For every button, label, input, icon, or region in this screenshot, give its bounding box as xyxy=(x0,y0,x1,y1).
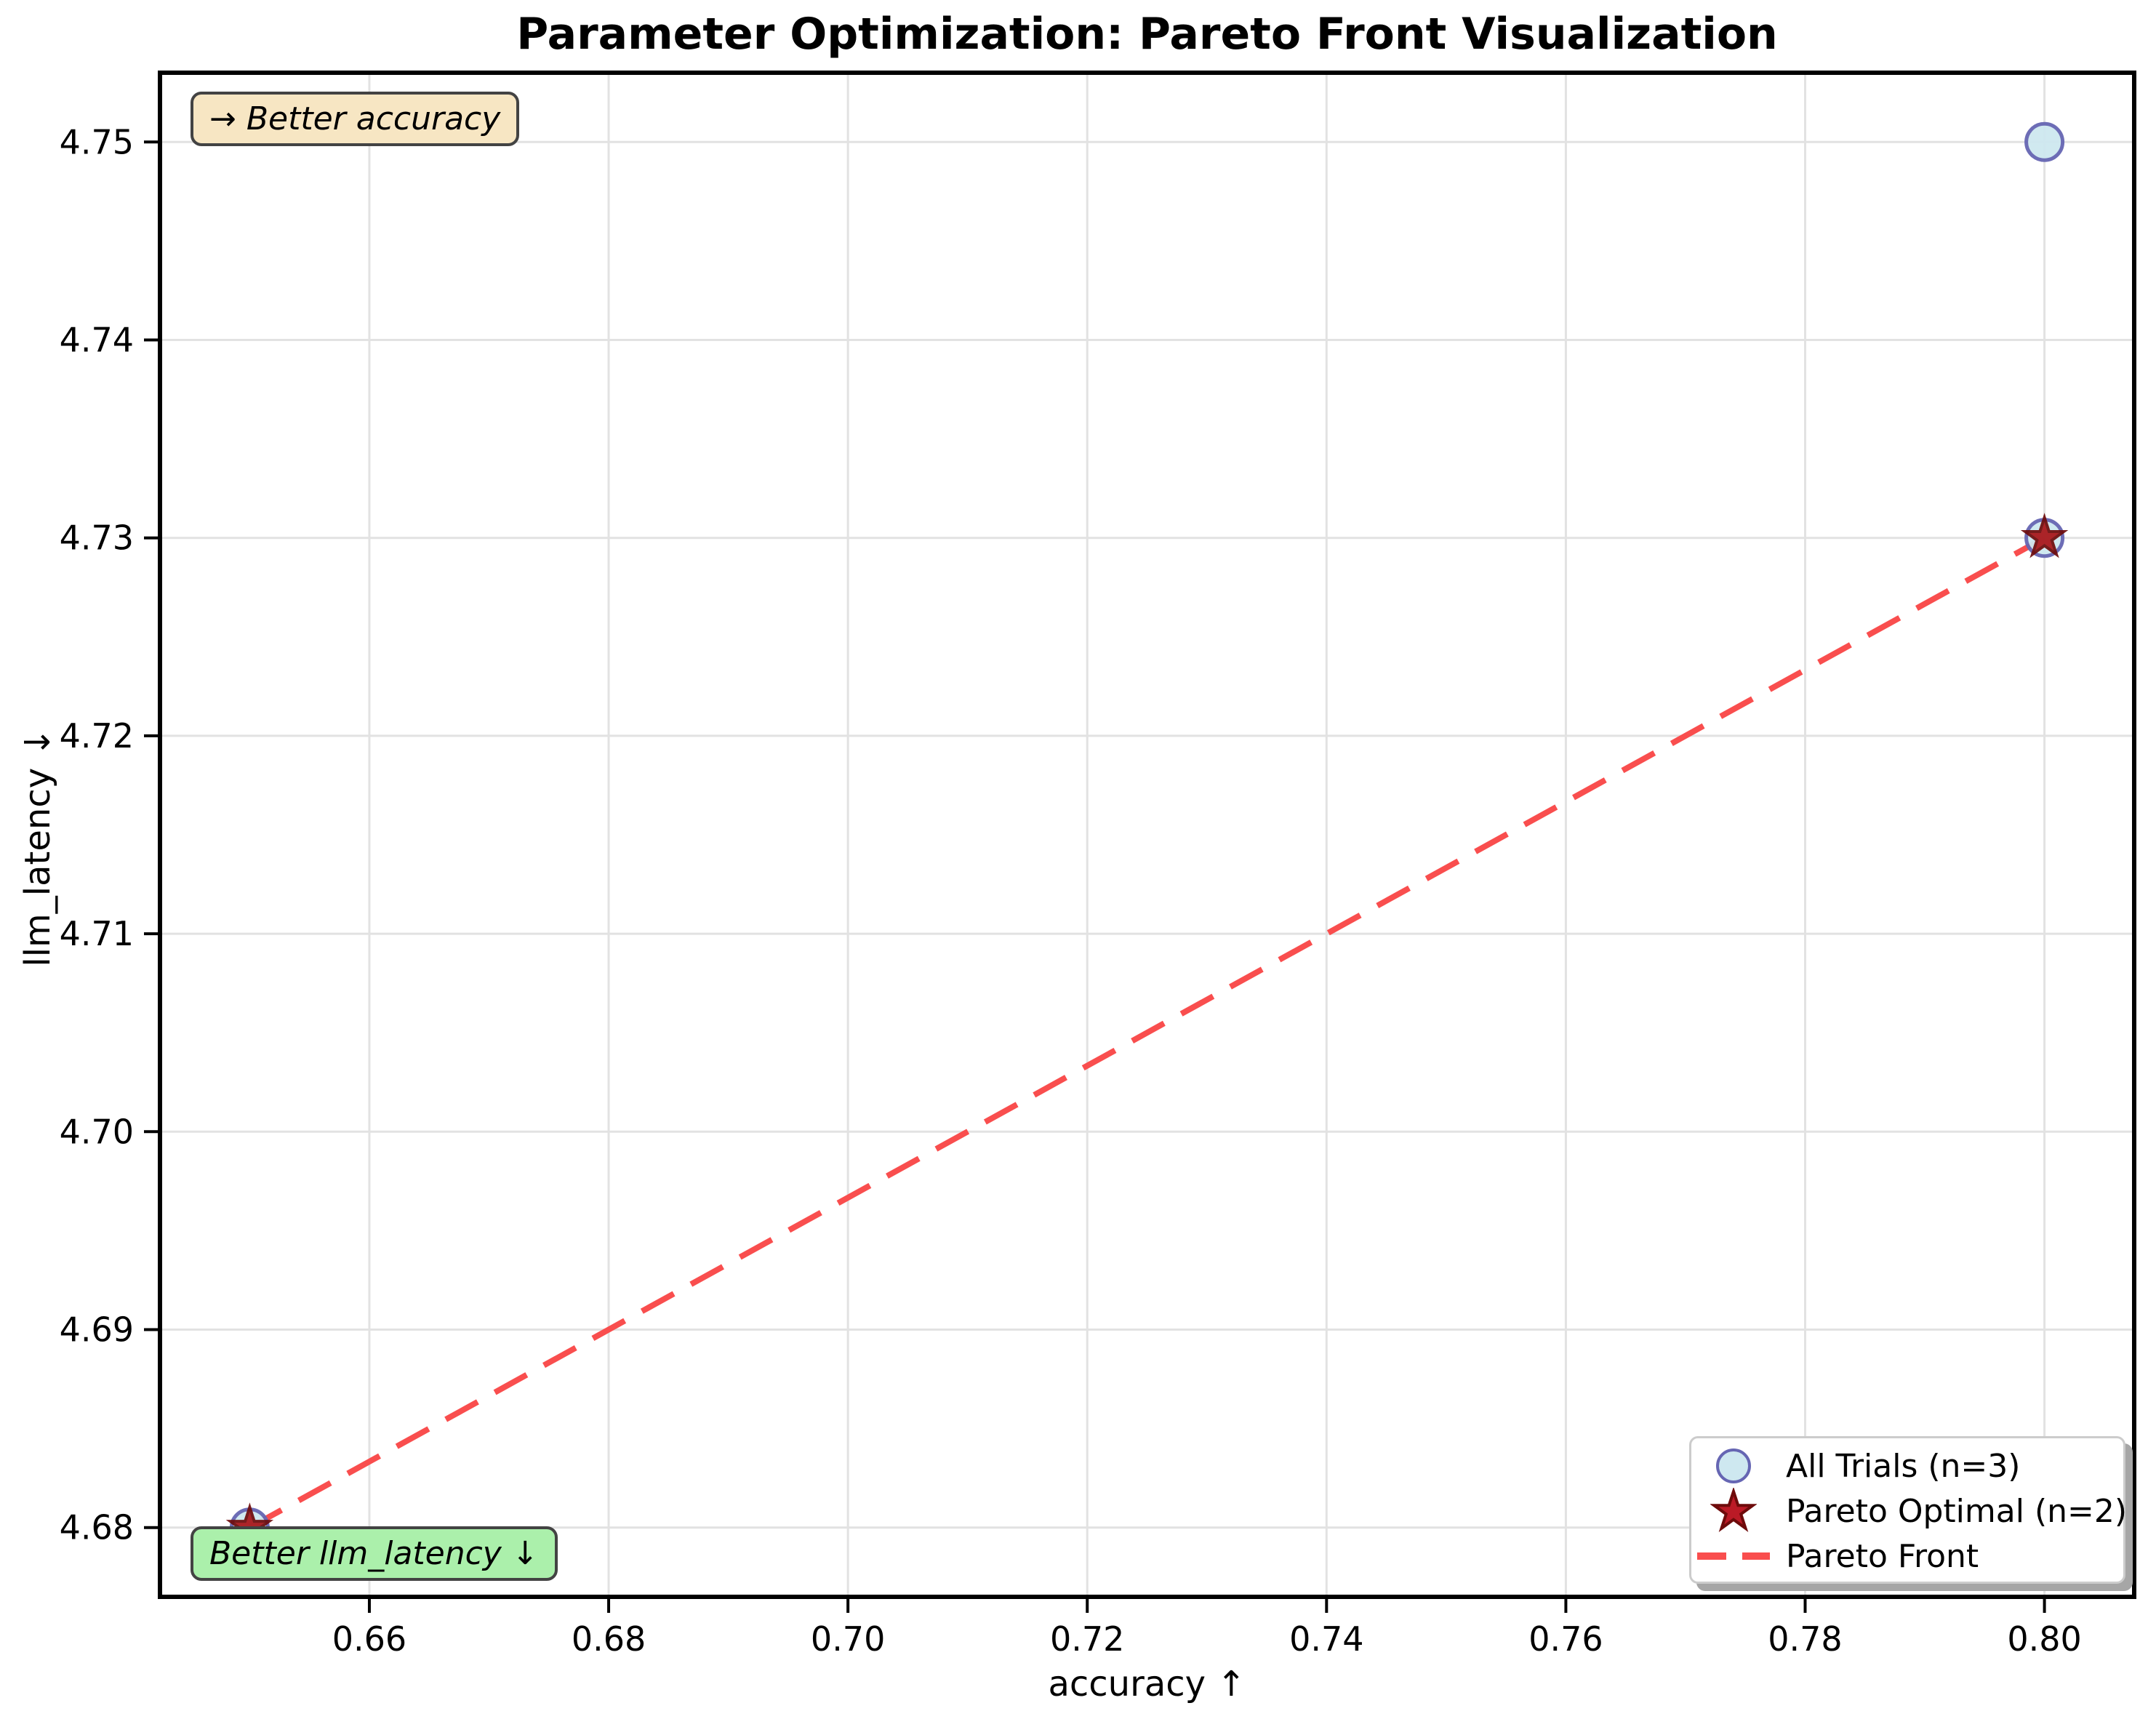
x-tick-label: 0.76 xyxy=(1528,1619,1603,1659)
y-axis-label: llm_latency ↓ xyxy=(17,727,58,967)
chart-title: Parameter Optimization: Pareto Front Vis… xyxy=(516,9,1778,60)
x-tick-label: 0.70 xyxy=(811,1619,885,1659)
pareto-optimal-star-icon xyxy=(1691,1488,1776,1534)
legend: All Trials (n=3) Pareto Optimal (n=2) Pa… xyxy=(1689,1436,2127,1584)
pareto-front-line xyxy=(248,535,2046,1531)
legend-row-pareto-front: Pareto Front xyxy=(1691,1534,2123,1579)
y-tick-label: 4.69 xyxy=(60,1310,134,1350)
y-tick-label: 4.74 xyxy=(60,320,134,359)
legend-label-pareto-optimal: Pareto Optimal (n=2) xyxy=(1786,1492,2128,1530)
x-tick-label: 0.78 xyxy=(1768,1619,1842,1659)
legend-label-pareto-front: Pareto Front xyxy=(1786,1537,1979,1575)
pareto-front-dash-icon xyxy=(1691,1552,1776,1560)
y-tick-label: 4.75 xyxy=(60,122,134,161)
better-accuracy-annotation: → Better accuracy xyxy=(191,92,520,146)
legend-row-all-trials: All Trials (n=3) xyxy=(1691,1443,2123,1488)
x-tick-label: 0.80 xyxy=(2007,1619,2081,1659)
x-axis-label: accuracy ↑ xyxy=(1048,1664,1246,1704)
legend-label-all-trials: All Trials (n=3) xyxy=(1786,1447,2021,1485)
better-latency-annotation: Better llm_latency ↓ xyxy=(191,1526,558,1581)
y-tick-label: 4.72 xyxy=(60,716,134,756)
x-tick-label: 0.68 xyxy=(572,1619,646,1659)
y-tick-label: 4.71 xyxy=(60,914,134,953)
y-tick-label: 4.73 xyxy=(60,518,134,558)
axes-frame xyxy=(158,71,2136,1599)
pareto-optimal-point xyxy=(2020,513,2069,558)
y-tick-label: 4.70 xyxy=(60,1112,134,1151)
x-tick-label: 0.72 xyxy=(1050,1619,1124,1659)
y-tick-label: 4.68 xyxy=(60,1508,134,1547)
x-tick-label: 0.66 xyxy=(332,1619,406,1659)
all-trials-marker-icon xyxy=(1691,1448,1776,1483)
x-tick-label: 0.74 xyxy=(1289,1619,1363,1659)
trial-point xyxy=(2024,121,2065,162)
legend-row-pareto-optimal: Pareto Optimal (n=2) xyxy=(1691,1488,2127,1534)
